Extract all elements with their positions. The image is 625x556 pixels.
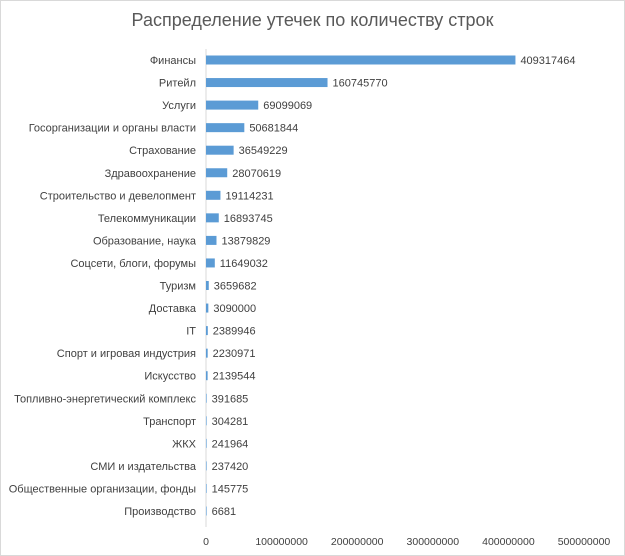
bar bbox=[206, 213, 219, 223]
x-tick-label: 500000000 bbox=[558, 536, 611, 548]
bar bbox=[206, 483, 207, 493]
category-label: Страхование bbox=[129, 145, 196, 157]
category-label: СМИ и издательства bbox=[90, 461, 196, 473]
category-label: Спорт и игровая индустрия bbox=[57, 348, 196, 360]
data-label: 2230971 bbox=[213, 348, 256, 360]
data-label: 3659682 bbox=[214, 281, 257, 293]
category-label: Образование, наука bbox=[93, 235, 197, 247]
category-label: Туризм bbox=[160, 281, 196, 293]
category-label: Ритейл bbox=[159, 78, 196, 90]
category-label: Строительство и девелопмент bbox=[40, 190, 196, 202]
bar bbox=[206, 416, 207, 426]
data-label: 19114231 bbox=[225, 190, 273, 202]
data-label: 3090000 bbox=[213, 303, 256, 315]
bar bbox=[206, 303, 209, 313]
bar bbox=[206, 348, 208, 358]
category-label: IT bbox=[186, 326, 196, 338]
x-tick-label: 0 bbox=[203, 536, 209, 548]
bar bbox=[206, 326, 208, 336]
category-label: Финансы bbox=[150, 55, 196, 67]
bar bbox=[206, 461, 207, 471]
bar bbox=[206, 258, 215, 268]
data-label: 36549229 bbox=[239, 145, 288, 157]
bar bbox=[206, 393, 207, 403]
data-label: 237420 bbox=[212, 461, 249, 473]
bar bbox=[206, 235, 217, 245]
data-label: 145775 bbox=[212, 483, 249, 495]
data-label: 16893745 bbox=[224, 213, 273, 225]
category-label: Соцсети, блоги, форумы bbox=[70, 258, 196, 270]
data-label: 13879829 bbox=[221, 235, 270, 247]
bar bbox=[206, 506, 207, 516]
category-label: Общественные организации, фонды bbox=[9, 483, 196, 495]
data-label: 50681844 bbox=[249, 123, 298, 135]
data-label: 6681 bbox=[212, 506, 236, 518]
category-label: Производство bbox=[124, 506, 196, 518]
category-label: Здравоохранение bbox=[105, 168, 196, 180]
bar bbox=[206, 55, 516, 65]
category-label: Телекоммуникации bbox=[98, 213, 196, 225]
data-label: 69099069 bbox=[263, 100, 312, 112]
bar bbox=[206, 190, 221, 200]
data-label: 409317464 bbox=[520, 55, 575, 67]
bar bbox=[206, 371, 208, 381]
data-label: 28070619 bbox=[232, 168, 281, 180]
data-label: 160745770 bbox=[333, 78, 388, 90]
x-tick-label: 400000000 bbox=[482, 536, 535, 548]
bar bbox=[206, 281, 209, 290]
data-label: 2139544 bbox=[213, 371, 256, 383]
category-label: Топливно-энергетический комплекс bbox=[14, 393, 196, 405]
data-label: 241964 bbox=[212, 438, 249, 450]
category-label: ЖКХ bbox=[172, 438, 197, 450]
category-label: Госорганизации и органы власти bbox=[29, 123, 196, 135]
category-label: Искусство bbox=[144, 371, 196, 383]
data-label: 2389946 bbox=[213, 326, 256, 338]
bar bbox=[206, 438, 207, 448]
x-tick-label: 100000000 bbox=[255, 536, 308, 548]
data-label: 11649032 bbox=[220, 258, 268, 270]
category-label: Доставка bbox=[149, 303, 197, 315]
category-label: Транспорт bbox=[143, 416, 196, 428]
bar bbox=[206, 168, 228, 178]
x-tick-label: 200000000 bbox=[331, 536, 384, 548]
bar bbox=[206, 123, 245, 133]
bar bbox=[206, 78, 328, 88]
data-label: 391685 bbox=[212, 393, 249, 405]
category-label: Услуги bbox=[162, 100, 196, 112]
bar bbox=[206, 100, 259, 110]
chart-title: Распределение утечек по количеству строк bbox=[131, 10, 494, 30]
bar bbox=[206, 145, 234, 155]
x-tick-label: 300000000 bbox=[407, 536, 460, 548]
data-label: 304281 bbox=[212, 416, 249, 428]
